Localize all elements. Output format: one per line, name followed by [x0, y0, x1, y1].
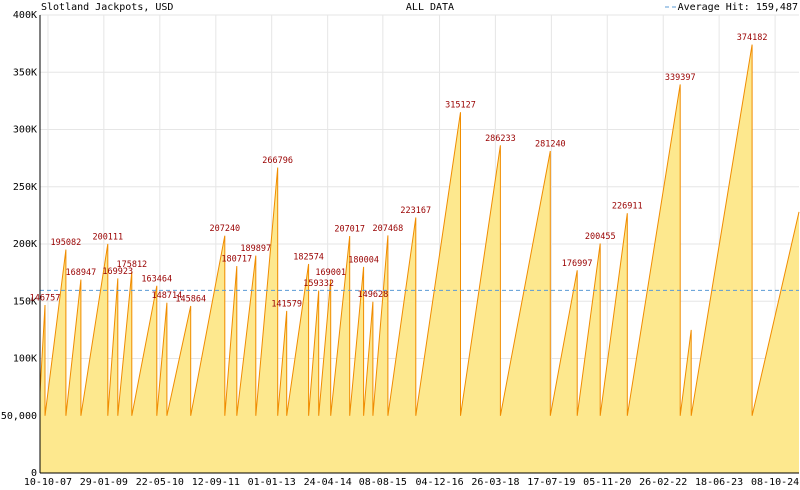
data-label: 182574 [293, 252, 324, 262]
data-label: 223167 [400, 206, 431, 216]
x-tick-label: 18-06-23 [695, 477, 743, 488]
data-label: 180717 [221, 255, 252, 265]
data-label: 141579 [271, 299, 302, 309]
data-label: 200455 [585, 232, 616, 242]
x-tick-label: 26-03-18 [471, 477, 519, 488]
x-tick-label: 12-09-11 [192, 477, 240, 488]
data-label: 149628 [358, 290, 389, 300]
y-tick-label: 200K [13, 239, 37, 250]
x-tick-label: 05-11-20 [583, 477, 631, 488]
y-tick-label: 300K [13, 125, 37, 136]
x-tick-label: 08-08-15 [359, 477, 407, 488]
area [40, 44, 799, 473]
x-tick-label: 17-07-19 [527, 477, 575, 488]
x-tick-label: 10-10-07 [24, 477, 72, 488]
data-label: 146757 [30, 293, 61, 303]
x-tick-label: 08-10-24 [751, 477, 799, 488]
data-label: 207468 [373, 224, 404, 234]
chart-subtitle: ALL DATA [406, 2, 454, 13]
data-label: 286233 [485, 134, 516, 144]
data-label: 207240 [209, 224, 240, 234]
chart-title: Slotland Jackpots, USD [41, 2, 173, 13]
data-label: 200111 [92, 232, 123, 242]
x-tick-label: 26-02-22 [639, 477, 687, 488]
x-tick-label: 22-05-10 [136, 477, 184, 488]
data-label: 189897 [240, 244, 271, 254]
data-label: 163464 [141, 274, 172, 284]
data-label: 175812 [116, 260, 147, 270]
x-tick-label: 29-01-09 [80, 477, 128, 488]
data-label: 339397 [665, 73, 696, 83]
data-label: 176997 [562, 259, 593, 269]
data-label: 207017 [334, 224, 365, 234]
x-tick-label: 01-01-13 [248, 477, 296, 488]
y-tick-label: 250K [13, 182, 37, 193]
y-tick-label: 100K [13, 354, 37, 365]
y-tick-label: 50,000 [1, 411, 37, 422]
data-label: 374182 [737, 33, 768, 43]
line [39, 44, 800, 416]
y-tick-label: 150K [13, 296, 37, 307]
data-label: 281240 [535, 139, 566, 149]
data-label: 169001 [315, 268, 346, 278]
data-label: 180004 [348, 255, 379, 265]
y-tick-label: 0 [31, 468, 37, 479]
data-label: 159332 [303, 279, 334, 289]
data-label: 315127 [445, 101, 476, 111]
data-label: 168947 [66, 268, 97, 278]
y-tick-label: 350K [13, 67, 37, 78]
data-label: 145864 [175, 294, 206, 304]
data-label: 226911 [612, 202, 643, 212]
data-label: 266796 [262, 156, 293, 166]
x-tick-label: 24-04-14 [304, 477, 352, 488]
data-label: 195082 [51, 238, 82, 248]
data-label: 148714 [151, 291, 182, 301]
x-tick-label: 04-12-16 [415, 477, 463, 488]
legend-label: Average Hit: 159,487 [678, 2, 798, 13]
data-label: 169923 [102, 267, 133, 277]
y-tick-label: 400K [13, 10, 37, 21]
